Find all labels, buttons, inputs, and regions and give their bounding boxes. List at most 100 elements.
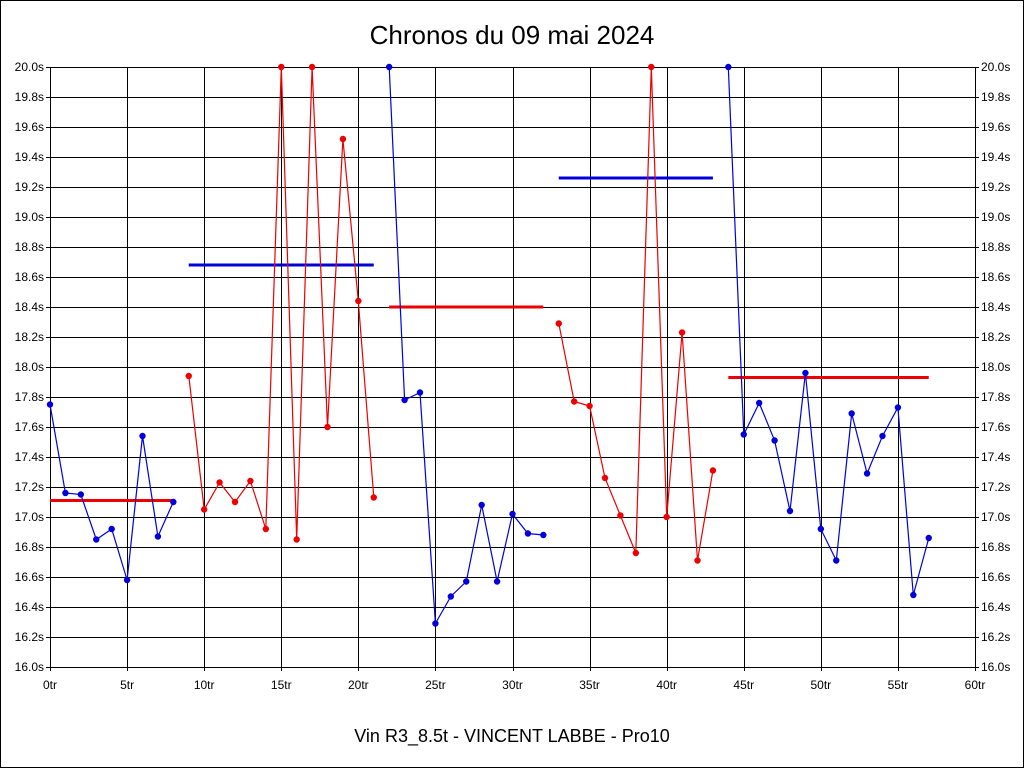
x-tick-label: 45tr (733, 678, 754, 692)
y-tick-label-right: 20.0s (981, 60, 1010, 74)
data-point (185, 372, 192, 380)
data-point (370, 494, 377, 501)
data-point (385, 63, 393, 71)
y-tick-label-left: 18.8s (15, 240, 44, 254)
y-tick-label-right: 17.0s (981, 510, 1010, 524)
y-tick-label-right: 19.6s (981, 120, 1010, 134)
y-axis-ticks: 16.0s 16.0s 16.2s 16.2s 16.4s 16.4s 16.6s 16.6s… (15, 60, 1011, 674)
y-tick-label-left: 18.2s (15, 330, 44, 344)
y-tick-label-right: 19.4s (981, 150, 1010, 164)
data-point (123, 576, 131, 584)
data-point (463, 578, 470, 585)
y-tick-label-right: 17.4s (981, 450, 1010, 464)
data-point (200, 506, 208, 513)
data-point (910, 591, 917, 599)
y-tick-label-left: 16.2s (15, 630, 44, 644)
data-point (355, 297, 362, 305)
data-point (231, 498, 239, 506)
data-point (833, 557, 840, 564)
y-tick-label-left: 19.4s (15, 150, 44, 164)
data-point (293, 536, 300, 543)
data-point (262, 525, 270, 533)
x-tick-label: 30tr (502, 678, 523, 692)
data-point (170, 498, 177, 506)
data-point (586, 402, 593, 410)
data-point (416, 389, 424, 396)
x-tick-label: 25tr (425, 678, 446, 692)
y-tick-label-left: 19.6s (15, 120, 44, 134)
data-point (925, 534, 932, 542)
x-tick-label: 15tr (271, 678, 292, 692)
x-tick-label: 60tr (965, 678, 986, 692)
data-point (678, 329, 686, 336)
series-line (727, 66, 930, 596)
x-tick-label: 10tr (194, 678, 215, 692)
y-tick-label-right: 17.8s (981, 390, 1010, 404)
data-point (524, 530, 532, 537)
data-point (278, 63, 285, 71)
data-point (324, 423, 331, 431)
data-point (540, 531, 547, 539)
data-point (663, 513, 670, 521)
data-point (154, 533, 162, 540)
data-point (848, 410, 855, 417)
data-point (247, 477, 254, 485)
data-point (216, 479, 223, 486)
data-point (771, 437, 778, 444)
data-point (648, 63, 655, 71)
data-point (509, 510, 516, 518)
data-point (62, 489, 69, 497)
x-axis-ticks: 0tr 5tr 10tr 15tr 20tr 25tr 30tr 35tr 40tr 45tr 50… (43, 678, 985, 692)
data-point (755, 399, 763, 407)
y-tick-label-right: 16.4s (981, 600, 1010, 614)
data-point (93, 536, 100, 543)
data-point (786, 507, 794, 515)
data-point (601, 474, 609, 482)
data-point (339, 135, 347, 143)
data-point (632, 549, 640, 557)
y-tick-label-left: 16.8s (15, 540, 44, 554)
y-tick-label-right: 18.4s (981, 300, 1010, 314)
y-tick-label-left: 19.0s (15, 210, 44, 224)
data-point (77, 491, 85, 498)
series-lines (46, 63, 932, 627)
chart-footer: Vin R3_8.5t - VINCENT LABBE - Pro10 (354, 726, 669, 747)
x-tick-label: 50tr (810, 678, 831, 692)
chart-title: Chronos du 09 mai 2024 (370, 20, 655, 50)
x-tick-label: 0tr (43, 678, 57, 692)
data-point (709, 467, 717, 474)
y-tick-label-right: 17.2s (981, 480, 1010, 494)
data-point (555, 320, 562, 327)
data-point (401, 396, 408, 404)
data-point (108, 525, 115, 533)
y-tick-label-left: 17.0s (15, 510, 44, 524)
data-point (493, 578, 501, 585)
data-point (46, 401, 54, 408)
y-tick-label-right: 18.6s (981, 270, 1010, 284)
y-tick-label-right: 19.2s (981, 180, 1010, 194)
y-tick-label-right: 18.8s (981, 240, 1010, 254)
y-tick-label-left: 16.0s (15, 660, 44, 674)
y-tick-label-left: 17.6s (15, 420, 44, 434)
y-tick-label-right: 16.8s (981, 540, 1010, 554)
y-tick-label-right: 19.0s (981, 210, 1010, 224)
y-tick-label-right: 17.6s (981, 420, 1010, 434)
x-tick-label: 35tr (579, 678, 600, 692)
y-tick-label-right: 19.8s (981, 90, 1010, 104)
y-tick-label-left: 16.6s (15, 570, 44, 584)
data-point (879, 432, 886, 440)
y-tick-label-left: 17.8s (15, 390, 44, 404)
data-point (308, 63, 316, 71)
y-tick-label-right: 16.2s (981, 630, 1010, 644)
data-point (139, 432, 146, 440)
y-tick-label-left: 17.2s (15, 480, 44, 494)
grid (46, 67, 979, 671)
average-lines (50, 176, 929, 502)
data-point (894, 404, 902, 411)
y-tick-label-right: 16.0s (981, 660, 1010, 674)
data-point (694, 557, 701, 564)
y-tick-label-right: 16.6s (981, 570, 1010, 584)
y-tick-label-left: 19.8s (15, 90, 44, 104)
data-point (447, 593, 455, 600)
